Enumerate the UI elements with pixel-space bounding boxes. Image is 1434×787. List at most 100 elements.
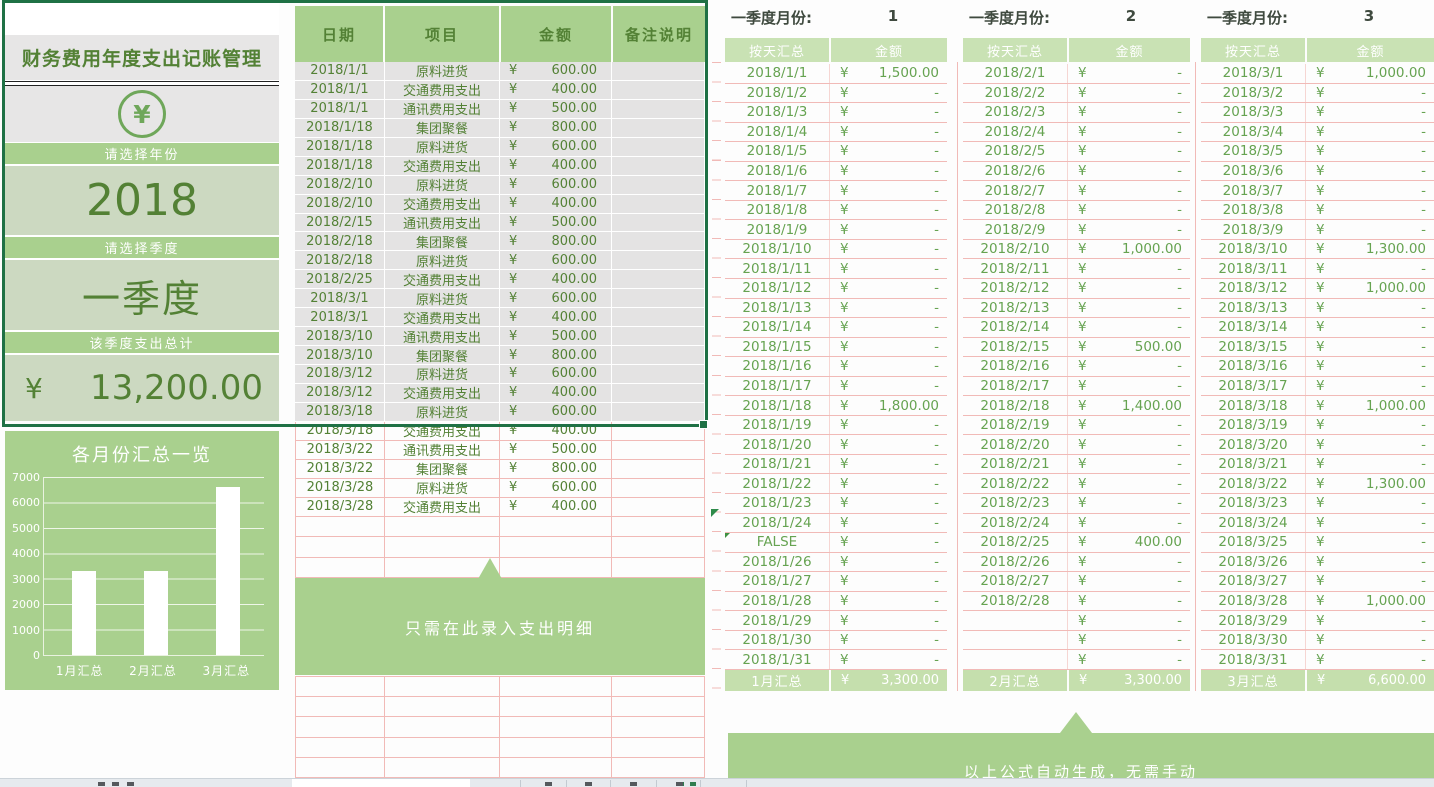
date-cell[interactable]: 2018/1/1 — [295, 62, 385, 81]
table-row[interactable]: 2018/3/14 ¥ - — [1201, 318, 1434, 338]
selection-fill-handle[interactable] — [699, 420, 708, 429]
table-row[interactable]: 2018/2/16 ¥ - — [963, 357, 1190, 377]
table-row[interactable]: 2018/1/13 ¥ - — [725, 298, 947, 319]
note-cell[interactable] — [612, 99, 705, 119]
amount-cell[interactable]: ¥ - — [830, 357, 947, 376]
amount-cell[interactable]: ¥400.00 — [500, 383, 612, 403]
table-row[interactable]: 2018/2/10 交通费用支出 ¥400.00 — [295, 194, 705, 214]
amount-cell[interactable]: ¥600.00 — [500, 289, 612, 309]
table-row[interactable]: 2018/2/18 集团聚餐 ¥800.00 — [295, 232, 705, 252]
note-cell[interactable] — [612, 327, 705, 347]
date-cell[interactable]: 2018/2/4 — [963, 122, 1068, 142]
amount-cell[interactable]: ¥ - — [1068, 259, 1190, 278]
table-row[interactable]: 2018/3/3 ¥ - — [1201, 103, 1434, 123]
date-cell[interactable]: 2018/2/10 — [963, 239, 1068, 259]
table-row[interactable]: 2018/2/23 ¥ - — [963, 494, 1190, 514]
amount-cell[interactable]: ¥ - — [1306, 123, 1434, 142]
table-row[interactable]: 2018/1/7 ¥ - — [725, 181, 947, 201]
date-cell[interactable]: 2018/2/13 — [963, 298, 1068, 318]
table-row[interactable]: 2018/3/31 ¥ - — [1201, 650, 1434, 670]
table-row[interactable]: 2018/2/22 ¥ - — [963, 474, 1190, 495]
amount-cell[interactable]: ¥ - — [1306, 357, 1434, 376]
month-total-label[interactable]: 2月汇总 — [963, 670, 1067, 691]
amount-cell[interactable]: ¥ - — [830, 162, 947, 181]
note-cell[interactable] — [612, 383, 705, 403]
amount-cell[interactable]: ¥ - — [1068, 142, 1190, 161]
amount-cell[interactable]: ¥ - — [1068, 631, 1190, 650]
date-cell[interactable]: 2018/3/23 — [1201, 494, 1306, 513]
empty-cell[interactable] — [612, 537, 705, 558]
item-cell[interactable]: 集团聚餐 — [385, 459, 500, 479]
table-row[interactable]: 2018/1/10 ¥ - — [725, 239, 947, 260]
date-cell[interactable]: 2018/1/18 — [295, 137, 385, 157]
table-row[interactable]: 2018/2/1 ¥ - — [963, 64, 1190, 84]
amount-cell[interactable]: ¥1,300.00 — [1306, 474, 1434, 493]
note-cell[interactable] — [612, 346, 705, 365]
month-number-cell[interactable]: 2 — [1125, 7, 1137, 25]
amount-cell[interactable]: ¥400.00 — [1068, 533, 1190, 552]
empty-cell[interactable] — [385, 517, 500, 538]
table-row[interactable]: 2018/1/1 通讯费用支出 ¥500.00 — [295, 99, 705, 119]
table-row[interactable]: ¥ - — [963, 650, 1190, 670]
table-row[interactable]: 2018/3/22 集团聚餐 ¥800.00 — [295, 459, 705, 479]
table-row[interactable]: 2018/1/28 ¥ - — [725, 591, 947, 612]
date-cell[interactable]: 2018/3/10 — [295, 346, 385, 365]
table-row[interactable]: 2018/2/17 ¥ - — [963, 376, 1190, 397]
table-row[interactable]: 2018/3/24 ¥ - — [1201, 513, 1434, 534]
amount-cell[interactable]: ¥600.00 — [500, 402, 612, 422]
month-number-cell[interactable]: 1 — [887, 7, 899, 25]
table-row[interactable]: 2018/1/4 ¥ - — [725, 122, 947, 143]
date-cell[interactable]: 2018/3/22 — [295, 440, 385, 460]
date-cell[interactable]: 2018/3/15 — [1201, 337, 1306, 357]
amount-cell[interactable]: ¥ - — [1306, 435, 1434, 454]
table-row[interactable]: 2018/1/1 交通费用支出 ¥400.00 — [295, 80, 705, 100]
table-row[interactable]: 2018/2/4 ¥ - — [963, 122, 1190, 143]
table-row[interactable]: 2018/3/27 ¥ - — [1201, 572, 1434, 592]
active-sheet-tab[interactable] — [292, 779, 696, 787]
date-cell[interactable]: 2018/3/27 — [1201, 572, 1306, 591]
date-cell[interactable]: 2018/2/20 — [963, 435, 1068, 454]
table-row[interactable]: 2018/1/19 ¥ - — [725, 415, 947, 436]
amount-cell[interactable]: ¥ - — [830, 474, 947, 493]
month-total-amount[interactable]: ¥6,600.00 — [1307, 670, 1434, 691]
amount-cell[interactable]: ¥ - — [830, 416, 947, 435]
date-cell[interactable]: 2018/1/18 — [295, 118, 385, 138]
amount-cell[interactable]: ¥ - — [1306, 416, 1434, 435]
empty-cell[interactable] — [500, 677, 612, 698]
table-row[interactable]: 2018/1/31 ¥ - — [725, 650, 947, 670]
empty-cell[interactable] — [295, 717, 385, 738]
table-row[interactable]: 2018/3/1 原料进货 ¥600.00 — [295, 289, 705, 309]
date-cell[interactable]: 2018/1/1 — [295, 99, 385, 119]
amount-cell[interactable]: ¥ - — [1068, 64, 1190, 83]
date-cell[interactable]: 2018/3/28 — [295, 497, 385, 517]
header-amount[interactable]: 金额 — [1069, 38, 1190, 62]
month-total-amount[interactable]: ¥3,300.00 — [1069, 670, 1190, 691]
empty-cell[interactable] — [295, 517, 385, 538]
table-row[interactable]: 2018/1/22 ¥ - — [725, 474, 947, 495]
header-amount[interactable]: 金额 — [1307, 38, 1434, 62]
date-cell[interactable]: 2018/1/1 — [725, 64, 830, 83]
table-row[interactable]: 2018/3/9 ¥ - — [1201, 220, 1434, 240]
date-cell[interactable]: 2018/3/24 — [1201, 513, 1306, 533]
amount-cell[interactable]: ¥ - — [1306, 455, 1434, 474]
table-row[interactable]: 2018/3/1 ¥1,000.00 — [1201, 64, 1434, 84]
item-cell[interactable]: 交通费用支出 — [385, 156, 500, 176]
note-cell[interactable] — [612, 251, 705, 271]
note-cell[interactable] — [612, 402, 705, 422]
empty-cell[interactable] — [295, 757, 385, 778]
table-row[interactable]: 2018/3/16 ¥ - — [1201, 357, 1434, 377]
amount-cell[interactable]: ¥800.00 — [500, 232, 612, 252]
note-cell[interactable] — [612, 194, 705, 214]
date-cell[interactable]: 2018/1/10 — [725, 239, 830, 259]
amount-cell[interactable]: ¥ - — [830, 123, 947, 142]
item-cell[interactable]: 原料进货 — [385, 478, 500, 498]
amount-cell[interactable]: ¥ - — [1306, 142, 1434, 161]
date-cell[interactable]: 2018/3/21 — [1201, 454, 1306, 474]
table-row[interactable]: 2018/1/3 ¥ - — [725, 103, 947, 123]
table-row[interactable]: 2018/1/18 原料进货 ¥600.00 — [295, 137, 705, 157]
empty-cell[interactable] — [612, 557, 705, 578]
date-cell[interactable]: 2018/1/6 — [725, 161, 830, 181]
date-cell[interactable]: 2018/3/7 — [1201, 181, 1306, 200]
amount-cell[interactable]: ¥500.00 — [500, 440, 612, 460]
date-cell[interactable]: 2018/3/9 — [1201, 220, 1306, 239]
